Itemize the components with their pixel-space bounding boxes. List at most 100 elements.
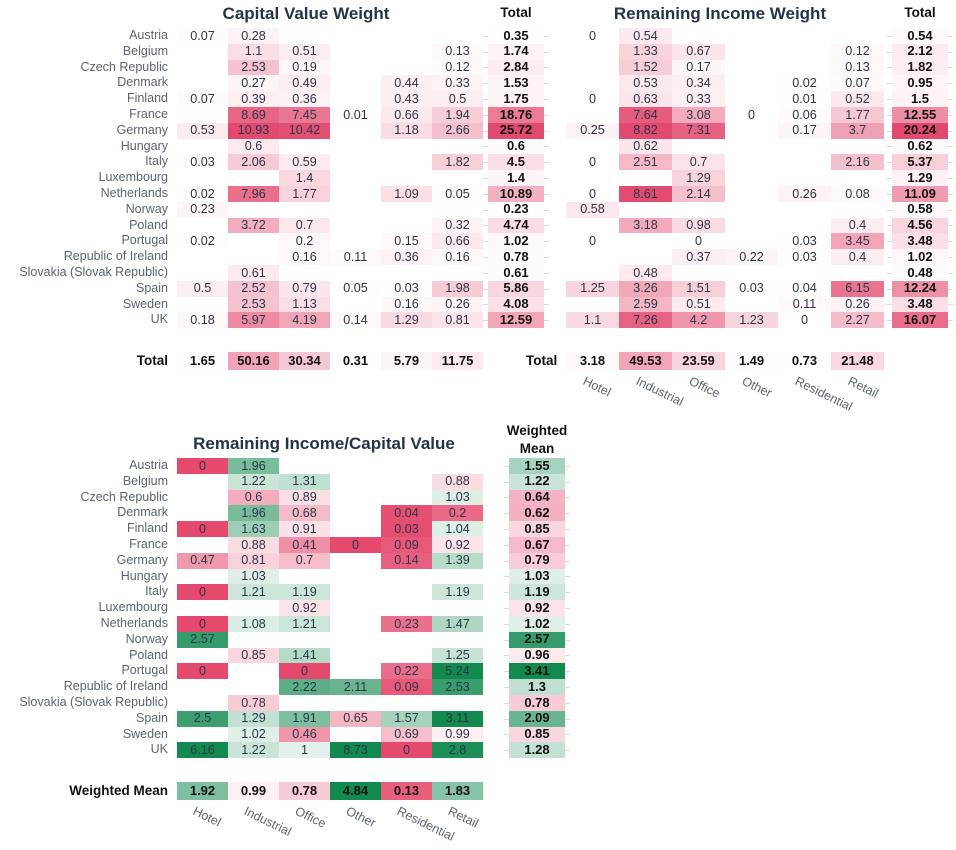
heatmap-cell: 5.97 [228, 312, 279, 329]
heatmap-cell: 2.8 [432, 742, 483, 759]
heatmap-cell: 0.66 [381, 106, 432, 123]
heatmap-cell [725, 28, 778, 44]
heatmap-cell: 0.99 [432, 726, 483, 743]
row-total-cell: 1.22 [504, 474, 570, 490]
heatmap-cell: 1.03 [228, 568, 279, 585]
heatmap-cell: 0 [566, 185, 619, 202]
heatmap-cell: 1.52 [619, 59, 672, 76]
heatmap-cell: 3.72 [228, 217, 279, 234]
heatmap-row: Luxembourg 0.92 0.92 [0, 600, 570, 616]
heatmap-cell [177, 569, 228, 585]
heatmap-row: 0.48 0.48 [526, 265, 953, 281]
row-total-cell: 5.86 [483, 281, 549, 297]
heatmap-cell [330, 505, 381, 521]
x-axis-tick-labels: Hotel Industrial Office Other Residential Ret… [0, 804, 565, 850]
row-total-cell: 1.53 [483, 75, 549, 92]
heatmap-grid: Austria 0 1.96 1.55 Belgium 1.22 1.31 0.88 1.22 C… [0, 458, 570, 759]
row-label: Netherlands [100, 615, 168, 630]
heatmap-cell: 0.14 [381, 552, 432, 569]
heatmap-cell: 1.91 [279, 710, 330, 727]
row-label: France [129, 536, 168, 551]
heatmap-row: 3.18 0.98 0.4 4.56 [526, 217, 953, 234]
heatmap-cell: 0.46 [279, 726, 330, 743]
heatmap-cell [619, 170, 672, 186]
heatmap-cell: 4.19 [279, 312, 330, 329]
heatmap-row: Italy 0 1.21 1.19 1.19 1.19 [0, 584, 570, 601]
heatmap-cell: 0.47 [177, 552, 228, 569]
heatmap-cell: 0.89 [279, 489, 330, 506]
heatmap-cell: 2.5 [177, 710, 228, 727]
x-tick-label: Hotel [190, 804, 223, 830]
heatmap-row: Czech Republic 0.6 0.89 1.03 0.64 [0, 489, 570, 506]
heatmap-cell: 0 [177, 458, 228, 474]
heatmap-row: Slovakia (Slovak Republic) 0.61 0.61 [0, 265, 549, 281]
heatmap-cell: 0.88 [432, 473, 483, 490]
row-total-cell: 0.96 [504, 647, 570, 664]
heatmap-cell: 0.03 [381, 521, 432, 537]
heatmap-cell: 0.7 [672, 154, 725, 171]
heatmap-cell: 1.63 [228, 521, 279, 537]
heatmap-cell: 3.08 [672, 106, 725, 123]
heatmap-row: 1.25 3.26 1.51 0.03 0.04 6.15 12.24 [526, 281, 953, 297]
column-total-cell: 50.16 [228, 352, 279, 371]
column-total-cell: 0.73 [778, 352, 831, 371]
heatmap-cell [778, 60, 831, 76]
heatmap-cell [725, 75, 778, 91]
heatmap-cell [177, 648, 228, 664]
heatmap-cell [778, 218, 831, 234]
heatmap-cell [177, 695, 228, 711]
heatmap-cell [566, 218, 619, 234]
heatmap-cell [177, 490, 228, 506]
heatmap-cell: 0.26 [778, 185, 831, 202]
heatmap-cell [177, 505, 228, 521]
heatmap-cell [330, 297, 381, 313]
row-label: Sweden [122, 296, 168, 311]
row-total-cell: 0.85 [504, 521, 570, 537]
heatmap-cell: 1.31 [279, 473, 330, 490]
heatmap-cell [831, 265, 884, 281]
heatmap-row: 0 8.61 2.14 0.26 0.08 11.09 [526, 185, 953, 202]
row-label: Czech Republic [80, 59, 168, 74]
heatmap-cell: 0.33 [672, 91, 725, 107]
heatmap-cell [381, 154, 432, 170]
row-total-cell: 3.48 [887, 296, 953, 313]
heatmap-cell: 0 [330, 536, 381, 553]
heatmap-cell: 0.27 [228, 75, 279, 92]
row-total-cell: 1.82 [887, 59, 953, 76]
heatmap-row: 1.29 1.29 [526, 170, 953, 186]
column-total-cell: 1.83 [432, 782, 483, 801]
column-total-cell: 0.78 [279, 782, 330, 801]
heatmap-row: Portugal 0 0 0.22 5.24 3.41 [0, 663, 570, 680]
heatmap-cell [725, 154, 778, 170]
heatmap-cell [228, 202, 279, 218]
chart-title-capital-value-weight: Capital Value Weight [222, 4, 390, 23]
heatmap-cell: 7.96 [228, 185, 279, 202]
row-total-cell: 16.07 [887, 312, 953, 329]
row-label: Denmark [117, 505, 168, 520]
heatmap-cell: 0.08 [831, 185, 884, 202]
heatmap-cell [778, 44, 831, 60]
heatmap-row: 0.25 8.82 7.31 0.17 3.7 20.24 [526, 123, 953, 139]
heatmap-row: Republic of Ireland 2.22 2.11 0.09 2.53 1.3 [0, 679, 570, 695]
heatmap-row: France 8.69 7.45 0.01 0.66 1.94 18.76 [0, 106, 549, 123]
heatmap-cell: 2.22 [279, 679, 330, 695]
row-total-cell: 25.72 [483, 123, 549, 139]
column-total-cell: 0.31 [330, 352, 381, 371]
heatmap-cell: 0.02 [177, 233, 228, 250]
heatmap-cell [381, 170, 432, 186]
heatmap-cell: 0.53 [619, 75, 672, 92]
weighted-mean-column-header: Weighted Mean [506, 423, 568, 456]
heatmap-cell [228, 600, 279, 616]
heatmap-cell: 0.92 [432, 536, 483, 553]
row-label: Finland [127, 91, 168, 106]
heatmap-cell [228, 233, 279, 249]
heatmap-cell: 2.52 [228, 280, 279, 297]
heatmap-row: Finland 0.07 0.39 0.36 0.43 0.5 1.75 [0, 91, 549, 107]
row-label [526, 265, 566, 281]
heatmap-cell [330, 458, 381, 474]
heatmap-cell [566, 75, 619, 91]
heatmap-cell: 1.22 [228, 742, 279, 759]
heatmap-row: 0.37 0.22 0.03 0.4 1.02 [526, 249, 953, 265]
heatmap-cell [831, 139, 884, 155]
heatmap-cell: 0.04 [381, 505, 432, 522]
